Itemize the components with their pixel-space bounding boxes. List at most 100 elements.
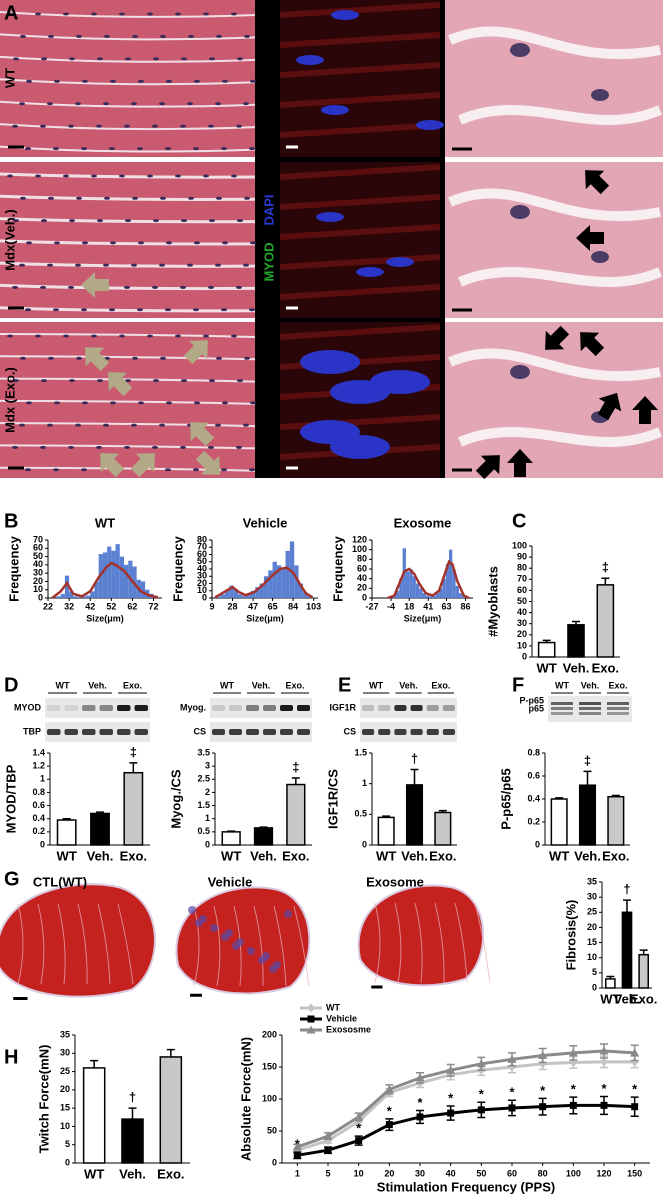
nucleus	[104, 34, 110, 38]
nucleus	[221, 308, 227, 312]
nucleus	[138, 401, 144, 405]
x-tick-label: 28	[228, 601, 238, 611]
y-tick-label: 50	[267, 1125, 277, 1135]
bar	[377, 816, 395, 846]
nucleus	[209, 219, 215, 223]
y-tick-label: 30	[517, 618, 527, 628]
band	[362, 705, 375, 711]
fiber-gap	[0, 123, 256, 131]
y-tick-label: 40	[517, 607, 527, 617]
fiber-red	[279, 2, 441, 18]
fascicle-line	[213, 905, 221, 987]
histogram-bar	[119, 556, 124, 598]
marker	[538, 1050, 548, 1059]
y-tick-label: 15	[587, 937, 597, 947]
marker	[385, 1121, 393, 1129]
nucleus	[35, 174, 41, 178]
fiber-gap	[0, 194, 256, 201]
nucleus	[131, 263, 137, 267]
nucleus	[68, 285, 74, 289]
y-tick-label: 0.4	[32, 813, 45, 823]
histogram-bar	[73, 596, 78, 598]
nucleus	[216, 196, 222, 200]
blot	[360, 722, 457, 742]
cell-border	[448, 26, 662, 125]
nucleus	[203, 334, 209, 338]
nucleus	[152, 445, 158, 449]
nucleus	[147, 12, 153, 16]
y-axis-label: Frequency	[330, 535, 345, 602]
blot-row-label: TBP	[23, 726, 41, 736]
nucleus	[40, 285, 46, 289]
fiber-red	[279, 324, 441, 340]
band	[607, 712, 629, 715]
nucleus	[166, 241, 172, 245]
histogram-bar	[115, 544, 120, 598]
nucleus	[69, 219, 75, 223]
y-tick-label: 40	[357, 573, 367, 583]
nucleus	[208, 445, 214, 449]
y-tick-label: 150	[262, 1061, 277, 1071]
nucleus	[13, 219, 19, 223]
y-tick-label: 10	[197, 585, 207, 595]
bar	[596, 584, 615, 658]
nucleus	[48, 196, 54, 200]
y-tick-label: 20	[60, 1084, 70, 1094]
y-tick-label: 10	[517, 640, 527, 650]
fibrosis-spot	[188, 906, 196, 914]
fascicle-line	[37, 903, 45, 985]
histogram-bar	[69, 591, 74, 598]
band	[229, 705, 242, 711]
nucleus	[591, 251, 609, 263]
y-tick-label: 1.5	[354, 747, 367, 757]
y-tick-label: 50	[197, 556, 207, 566]
nucleus	[68, 445, 74, 449]
marker	[630, 1057, 639, 1067]
marker	[600, 1057, 608, 1067]
x-tick-label: WT	[84, 1166, 104, 1181]
y-tick-label: 1	[40, 774, 45, 784]
nucleus	[13, 379, 19, 383]
marker	[507, 1054, 517, 1063]
x-tick-label: 32	[64, 601, 74, 611]
y-tick-label: 35	[60, 1029, 70, 1039]
panel-label: A	[4, 2, 18, 24]
nucleus	[12, 445, 18, 449]
blot-row-label: p65	[528, 703, 544, 713]
nucleus	[82, 79, 88, 83]
fibrosis-spot	[284, 910, 292, 918]
arrow	[597, 392, 622, 421]
histogram-bar	[237, 594, 243, 598]
nucleus	[222, 241, 228, 245]
marker	[416, 1113, 424, 1121]
nucleus	[110, 401, 116, 405]
bar	[56, 819, 77, 846]
nucleus	[138, 241, 144, 245]
nucleus	[181, 57, 187, 61]
nucleus	[231, 334, 237, 338]
x-tick-label: 42	[85, 601, 95, 611]
nucleus	[26, 401, 32, 405]
nucleus	[243, 263, 249, 267]
nucleus	[236, 124, 242, 128]
x-tick-label: 47	[248, 601, 258, 611]
fit-curve	[214, 566, 314, 599]
histogram-bar	[94, 581, 99, 598]
x-tick-label: WT	[537, 660, 557, 675]
nucleus	[97, 57, 103, 61]
nucleus	[132, 356, 138, 360]
panel-label: F	[512, 674, 524, 696]
band	[263, 729, 276, 735]
y-tick-label: 0	[522, 651, 527, 661]
nucleus	[236, 285, 242, 289]
x-tick-label: 120	[596, 1168, 611, 1178]
fibrosis-spot	[232, 942, 240, 950]
band	[134, 729, 148, 735]
y-tick-label: 2	[205, 787, 210, 797]
marker	[292, 1142, 302, 1151]
x-tick-label: 60	[507, 1168, 517, 1178]
blot	[210, 698, 312, 718]
nucleus	[63, 334, 69, 338]
band	[297, 729, 310, 735]
